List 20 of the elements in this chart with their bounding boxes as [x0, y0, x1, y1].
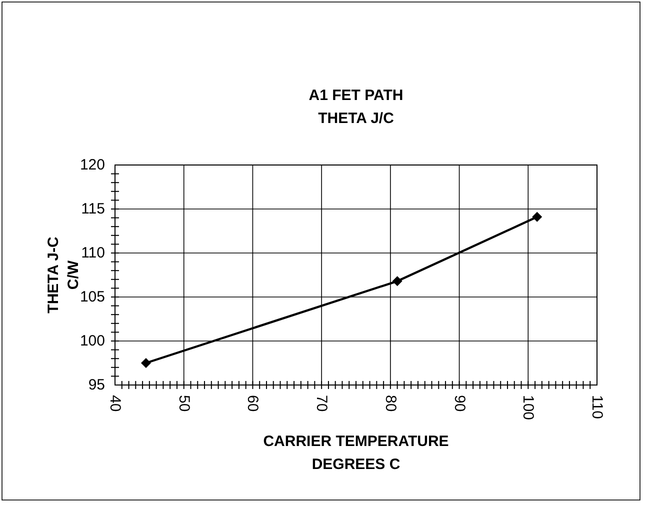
x-tick-label: 70 [313, 395, 330, 412]
point [140, 358, 151, 368]
x-tick-label: 40 [106, 395, 124, 412]
y-axis-title: THETA J-C C/W [45, 236, 82, 314]
x-tick-label: 60 [244, 395, 262, 412]
x-tick-label: 50 [175, 395, 192, 412]
y-tick-label: 105 [80, 288, 105, 306]
x-tick-label: 110 [588, 395, 606, 419]
x-tick-label: 90 [450, 395, 468, 412]
y-tick-label: 95 [88, 376, 105, 394]
x-tick-label: 80 [382, 395, 399, 412]
x-axis-title: CARRIER TEMPERATURE DEGREES C [263, 433, 449, 473]
y-tick-label: 100 [80, 332, 105, 350]
chart-title: A1 FET PATH THETA J/C [308, 87, 404, 127]
point [392, 276, 402, 286]
point [532, 212, 542, 222]
x-tick-label: 100 [520, 395, 537, 420]
y-tick-label: 120 [80, 156, 105, 174]
y-tick-label: 110 [81, 244, 105, 262]
y-tick-label: 115 [81, 200, 105, 218]
